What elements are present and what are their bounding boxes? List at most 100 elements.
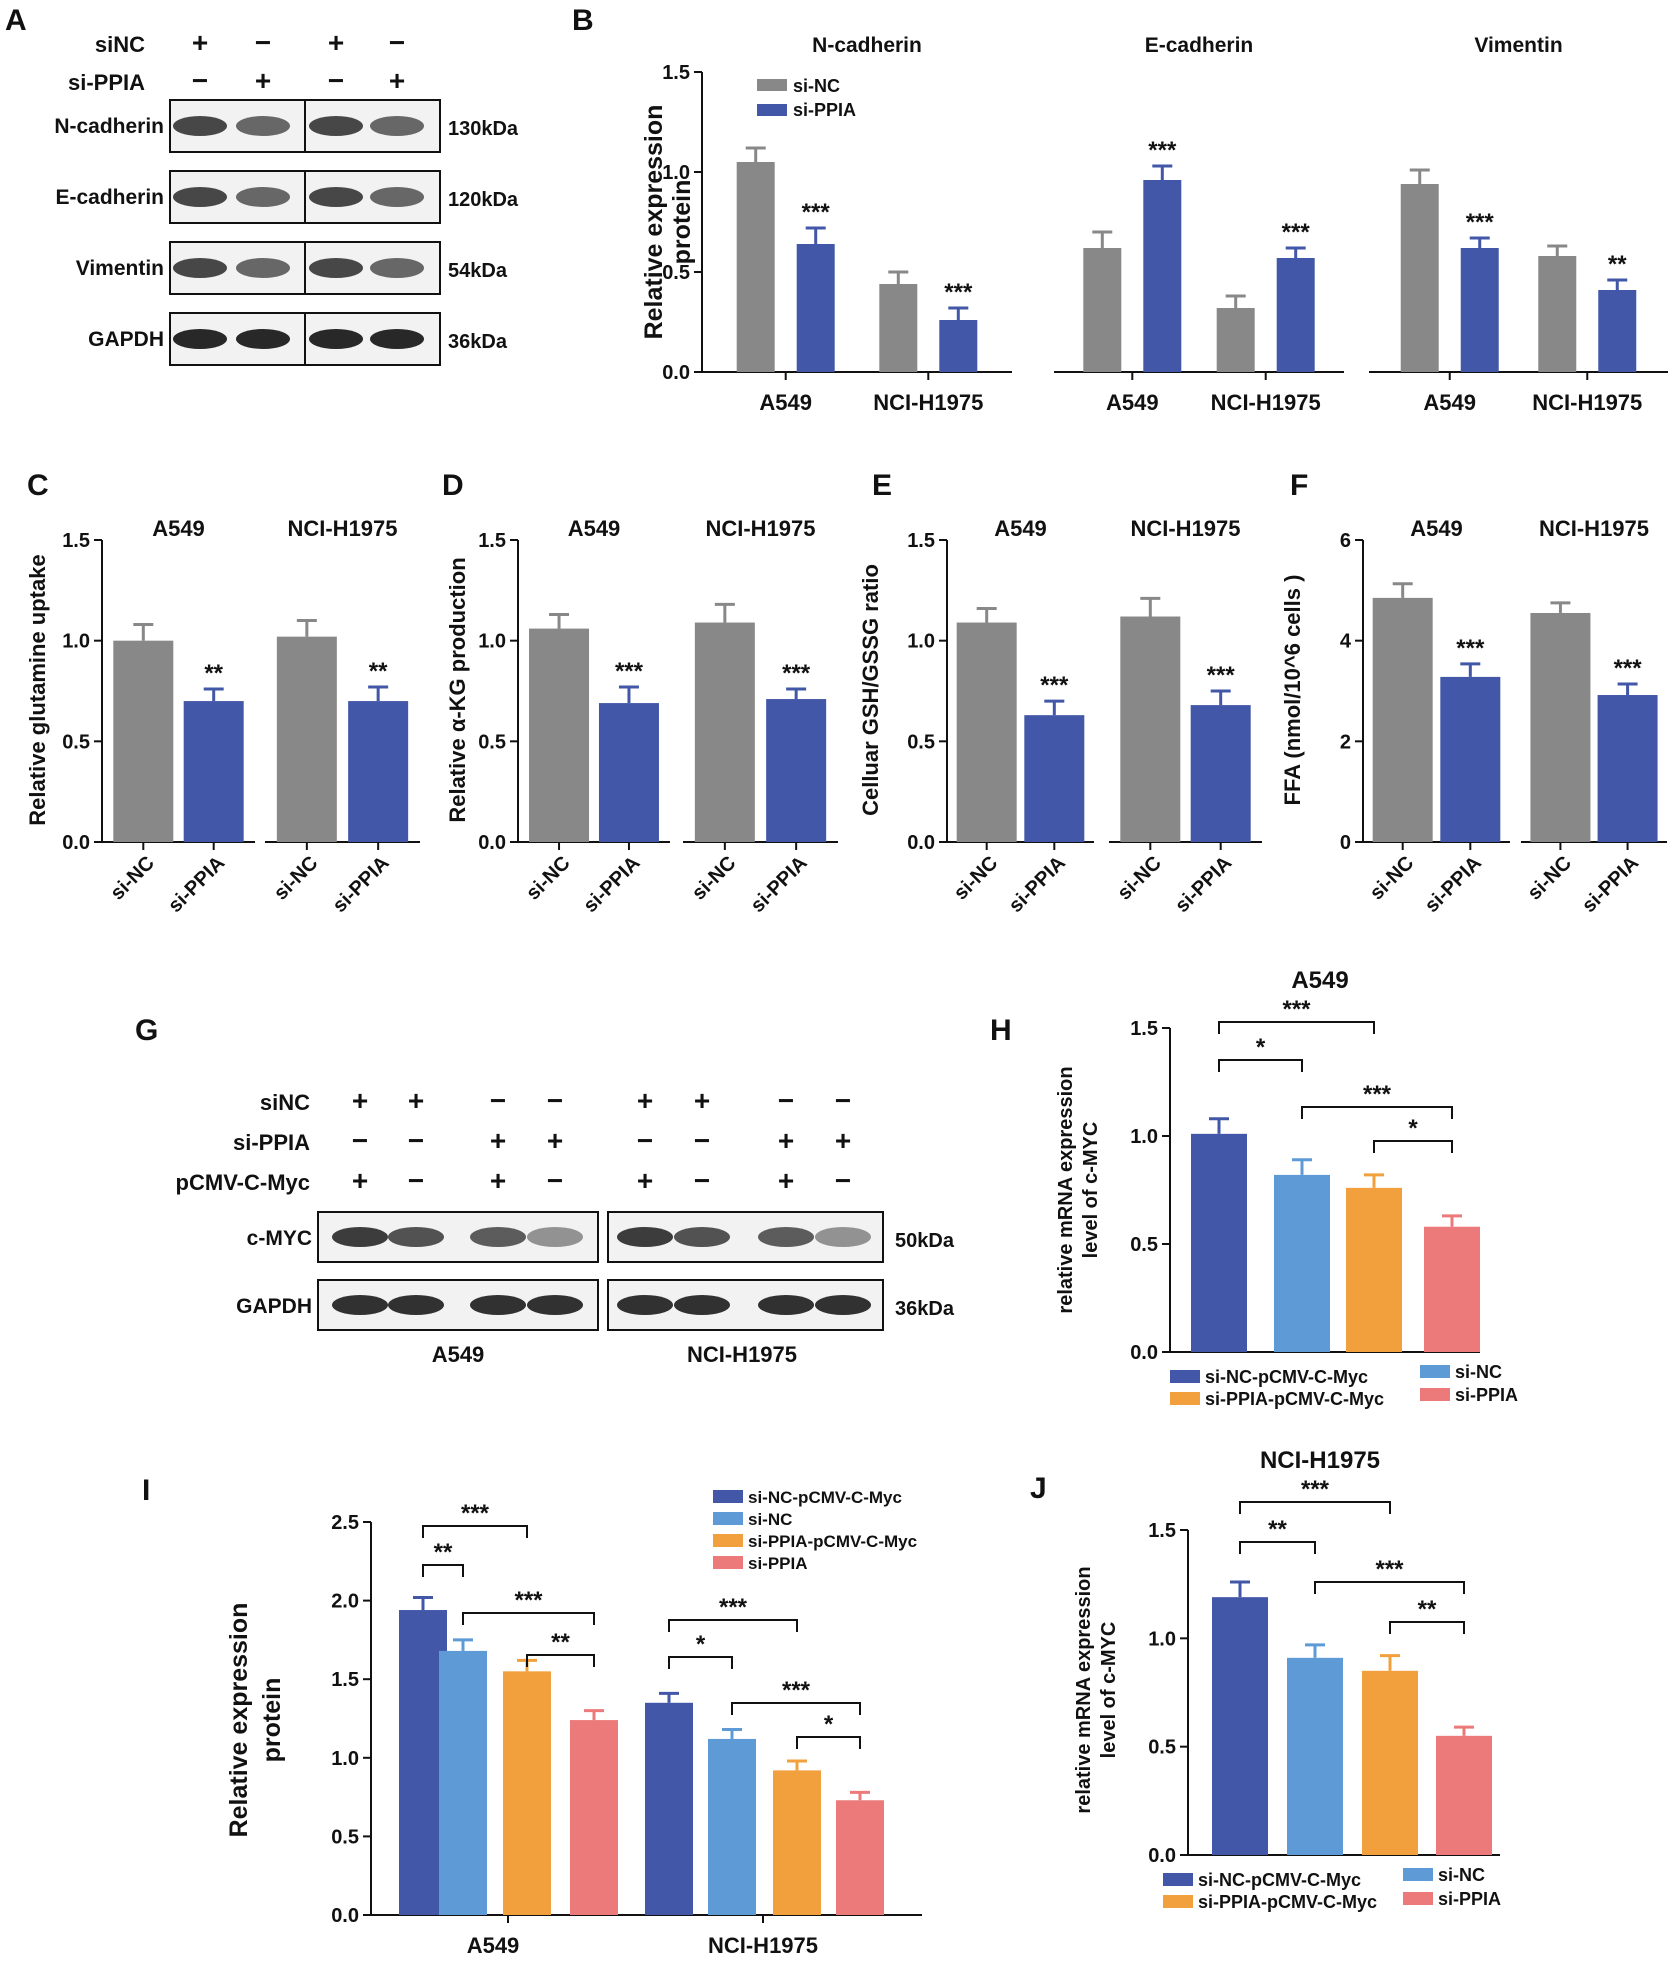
treatment-sign: + <box>835 1125 851 1156</box>
treatment-sign: − <box>637 1125 653 1156</box>
chart-panels-c-d-e-f: C 0.0 0.5 1.0 1.5 Relative glutamine uptake A5… <box>25 469 1667 917</box>
significance-bracket <box>1239 1541 1316 1554</box>
bar <box>836 1800 884 1915</box>
y-tick-label: 0.0 <box>62 832 90 854</box>
panel-label-j: J <box>1030 1472 1047 1505</box>
significance-label: *** <box>1148 137 1177 164</box>
significance-label: ** <box>1608 251 1627 278</box>
treatment-sign: + <box>490 1165 506 1196</box>
bar <box>276 636 337 842</box>
protein-band <box>617 1295 673 1315</box>
legend-label: si-PPIA <box>748 1554 808 1573</box>
treatment-sign: + <box>490 1125 506 1156</box>
treatment-sign: + <box>778 1165 794 1196</box>
y-tick-label: 0.5 <box>1148 1737 1176 1759</box>
x-tick-label: si-PPIA <box>1005 852 1070 917</box>
y-tick-label: 1.5 <box>1148 1520 1176 1542</box>
bar <box>1143 180 1182 372</box>
bar <box>796 244 835 372</box>
chart-panel-h: H A549 0.0 0.5 1.0 1.5 relative mRNA expressio… <box>990 967 1518 1409</box>
y-axis-label: protein <box>258 1678 286 1763</box>
y-tick-label: 0.5 <box>62 731 90 753</box>
protein-band <box>617 1227 673 1247</box>
y-axis-label: protein <box>668 180 696 265</box>
treatment-label: si-PPIA <box>68 70 145 95</box>
treatment-sign: − <box>490 1085 506 1116</box>
significance-bracket <box>731 1702 861 1715</box>
treatment-sign: − <box>255 27 271 58</box>
treatment-sign: − <box>694 1165 710 1196</box>
group-title: NCI-H1975 <box>1130 516 1240 541</box>
y-axis-label: FFA (nmol/10^6 cells ) <box>1280 575 1305 806</box>
group-title: A549 <box>1410 516 1463 541</box>
bar <box>348 701 409 842</box>
legend-swatch <box>1170 1370 1200 1383</box>
significance-bracket <box>1218 1021 1375 1034</box>
protein-band <box>527 1227 583 1247</box>
significance-label: * <box>696 1631 706 1658</box>
protein-band <box>370 116 424 136</box>
bar <box>645 1702 693 1915</box>
x-tick-label: A549 <box>1106 390 1159 415</box>
significance-label: *** <box>944 279 973 306</box>
significance-label: *** <box>1301 1476 1330 1503</box>
significance-label: *** <box>1363 1081 1392 1108</box>
bar <box>1024 715 1085 842</box>
y-tick-label: 1.0 <box>331 1748 359 1770</box>
chart-panel-j: J NCI-H1975 0.0 0.5 1.0 1.5 relative mRNA expr… <box>1030 1447 1501 1912</box>
y-tick-label: 4 <box>1340 631 1352 653</box>
treatment-sign: − <box>408 1165 424 1196</box>
bar <box>1287 1657 1343 1855</box>
bar <box>1362 1670 1418 1855</box>
bar <box>1400 184 1439 372</box>
protein-band <box>173 116 227 136</box>
treatment-sign: + <box>352 1085 368 1116</box>
bar <box>1598 290 1637 372</box>
band-label: GAPDH <box>236 1295 312 1318</box>
y-axis-label: Relative expression <box>225 1603 253 1838</box>
significance-bracket <box>668 1619 798 1632</box>
x-tick-label: NCI-H1975 <box>708 1933 818 1958</box>
significance-label: *** <box>1466 209 1495 236</box>
protein-band <box>236 187 290 207</box>
bar <box>708 1738 756 1915</box>
chart-title: A549 <box>1291 967 1348 994</box>
significance-bracket <box>462 1612 595 1625</box>
treatment-sign: + <box>389 65 405 96</box>
treatment-sign: + <box>352 1165 368 1196</box>
bar <box>1190 705 1251 842</box>
protein-band <box>815 1227 871 1247</box>
significance-label: ** <box>551 1629 570 1656</box>
bar <box>1530 612 1591 842</box>
group-title: A549 <box>994 516 1047 541</box>
significance-label: *** <box>719 1594 748 1621</box>
significance-label: *** <box>461 1500 490 1527</box>
treatment-sign: + <box>408 1085 424 1116</box>
bar <box>1346 1187 1402 1352</box>
bar <box>1191 1133 1247 1352</box>
significance-label: *** <box>1375 1556 1404 1583</box>
treatment-sign: + <box>637 1085 653 1116</box>
treatment-sign: + <box>694 1085 710 1116</box>
y-tick-label: 0.5 <box>331 1826 359 1848</box>
protein-band <box>370 329 424 349</box>
significance-label: *** <box>1040 672 1069 699</box>
treatment-sign: − <box>352 1125 368 1156</box>
x-tick-label: A549 <box>467 1933 520 1958</box>
bar <box>183 701 244 842</box>
significance-bracket <box>422 1564 464 1577</box>
treatment-sign: − <box>778 1085 794 1116</box>
legend-swatch <box>713 1512 743 1525</box>
y-tick-label: 0.5 <box>907 731 935 753</box>
significance-label: *** <box>782 660 811 687</box>
y-axis-label: Relative expression <box>640 105 668 340</box>
significance-label: ** <box>1268 1516 1287 1543</box>
y-tick-label: 0.0 <box>331 1905 359 1927</box>
legend-label: si-PPIA <box>1455 1385 1518 1405</box>
cell-line-label: NCI-H1975 <box>687 1342 797 1367</box>
protein-band <box>236 116 290 136</box>
treatment-label: siNC <box>95 32 145 57</box>
legend-swatch <box>1170 1392 1200 1405</box>
treatment-sign: − <box>547 1085 563 1116</box>
